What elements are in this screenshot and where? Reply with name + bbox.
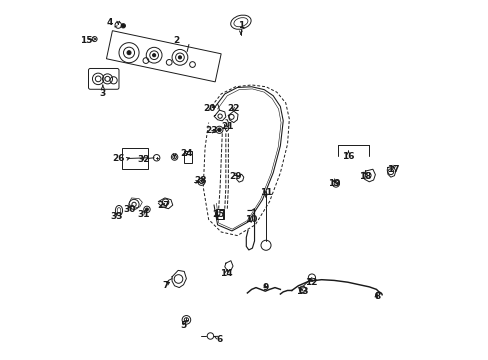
Text: 31: 31	[137, 210, 149, 219]
Text: 21: 21	[221, 122, 233, 131]
Text: 12: 12	[304, 278, 316, 287]
Text: 30: 30	[123, 205, 136, 214]
Text: 19: 19	[327, 179, 340, 188]
Text: 25: 25	[212, 210, 224, 219]
Text: 23: 23	[205, 126, 217, 135]
Bar	[216, 210, 223, 219]
Text: 13: 13	[295, 287, 307, 296]
Text: 32: 32	[137, 155, 149, 164]
Text: 7: 7	[162, 281, 168, 290]
Text: 14: 14	[220, 269, 232, 278]
Text: 9: 9	[262, 283, 269, 292]
Text: 15: 15	[81, 36, 93, 45]
Text: 22: 22	[226, 104, 239, 113]
Text: 16: 16	[342, 152, 354, 161]
Circle shape	[217, 128, 221, 132]
Circle shape	[178, 56, 181, 59]
Text: 18: 18	[359, 172, 371, 181]
Text: 27: 27	[157, 201, 170, 210]
Text: 1: 1	[237, 21, 244, 30]
Text: 33: 33	[110, 212, 122, 221]
Bar	[215, 209, 223, 220]
Text: 20: 20	[203, 104, 215, 113]
Text: 4: 4	[106, 18, 113, 27]
Bar	[184, 151, 192, 163]
Text: 10: 10	[245, 215, 257, 224]
Text: 3: 3	[100, 89, 106, 98]
Circle shape	[127, 51, 131, 55]
Text: 11: 11	[259, 188, 272, 197]
Text: 26: 26	[112, 154, 124, 163]
Text: 28: 28	[194, 176, 206, 185]
Bar	[122, 148, 147, 168]
Circle shape	[152, 54, 155, 57]
Text: 5: 5	[180, 321, 186, 330]
Text: 17: 17	[386, 165, 399, 174]
Text: 29: 29	[229, 172, 242, 181]
Text: 2: 2	[173, 36, 179, 45]
Circle shape	[121, 24, 125, 28]
Text: 6: 6	[216, 335, 222, 344]
Text: 8: 8	[373, 292, 380, 301]
Text: 24: 24	[180, 149, 192, 158]
Circle shape	[145, 208, 148, 211]
